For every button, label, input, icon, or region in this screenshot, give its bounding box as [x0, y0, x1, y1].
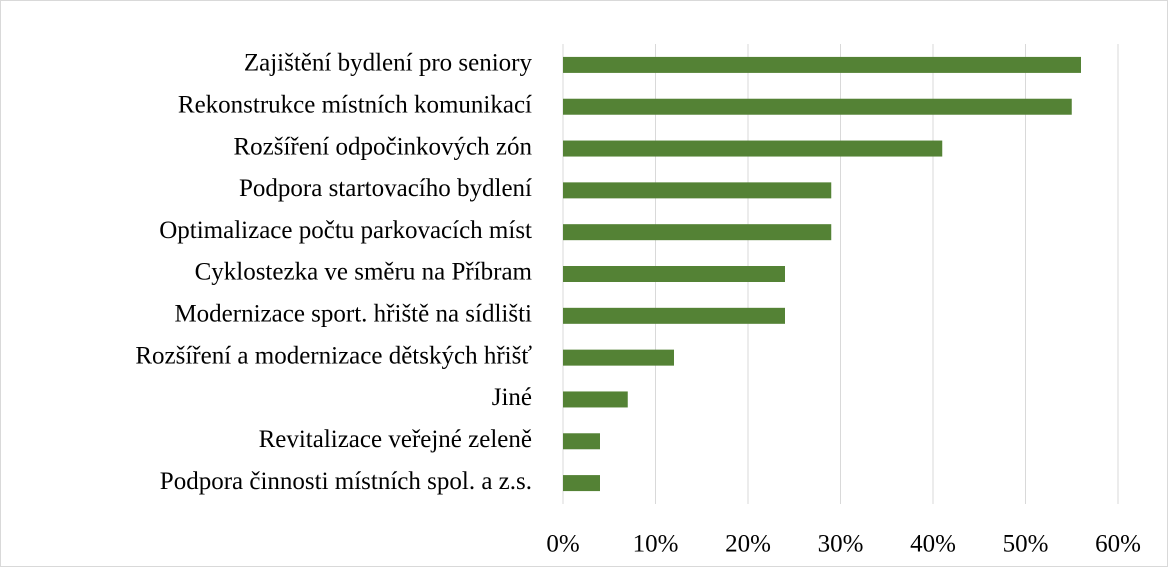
- bar: [563, 224, 832, 241]
- bar: [563, 391, 628, 408]
- x-tick-label: 60%: [1095, 531, 1141, 558]
- y-tick-label: Podpora startovacího bydlení: [239, 175, 532, 202]
- y-tick-label: Rozšíření a modernizace dětských hřišť: [135, 342, 532, 369]
- y-tick-label: Rekonstrukce místních komunikací: [178, 91, 532, 118]
- x-tick-label: 20%: [725, 531, 771, 558]
- bar: [563, 475, 600, 492]
- x-tick-label: 30%: [818, 531, 864, 558]
- bar: [563, 433, 600, 450]
- y-tick-label: Modernizace sport. hřiště na sídlišti: [174, 301, 532, 328]
- y-tick-label: Optimalizace počtu parkovacích míst: [159, 217, 532, 244]
- y-tick-label: Podpora činnosti místních spol. a z.s.: [160, 468, 532, 495]
- y-tick-label: Jiné: [492, 384, 532, 411]
- x-tick-label: 0%: [546, 531, 579, 558]
- y-tick-label: Revitalizace veřejné zeleně: [259, 426, 532, 453]
- y-tick-label: Zajištění bydlení pro seniory: [244, 50, 533, 77]
- bar: [563, 266, 785, 282]
- bar: [563, 349, 674, 366]
- y-tick-label: Rozšíření odpočinkových zón: [233, 133, 532, 160]
- x-tick-label: 40%: [910, 531, 956, 558]
- bar: [563, 56, 1081, 73]
- bar: [563, 182, 832, 199]
- bar: [563, 307, 785, 324]
- x-tick-label: 50%: [1003, 531, 1049, 558]
- x-tick-label: 10%: [633, 531, 679, 558]
- y-tick-label: Cyklostezka ve směru na Příbram: [195, 259, 533, 286]
- bar: [563, 140, 943, 157]
- bar: [563, 98, 1072, 115]
